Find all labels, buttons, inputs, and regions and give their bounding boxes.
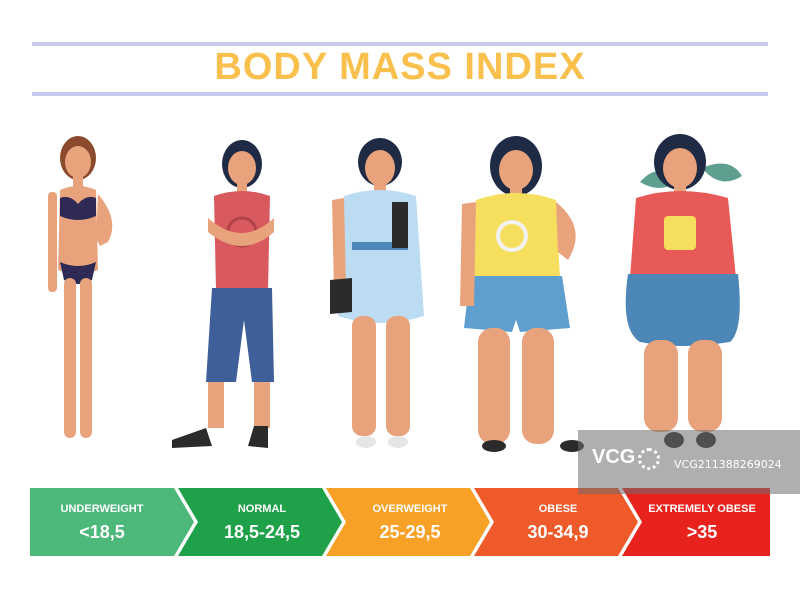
bmi-category-overweight: OVERWEIGHT 25-29,5 [326,488,490,556]
category-range: 18,5-24,5 [224,522,300,542]
category-range: 25-29,5 [379,522,440,542]
normal-woman-figure [172,140,274,448]
category-label: EXTREMELY OBESE [648,503,756,515]
category-label: OVERWEIGHT [373,503,448,515]
bmi-category-normal: NORMAL 18,5-24,5 [178,488,342,556]
category-arrow-shape [622,488,770,556]
watermark-id: VCG211388269024 [674,458,782,471]
top-rule [32,42,768,46]
category-arrow-shape [30,488,194,556]
category-label: NORMAL [238,503,287,515]
bmi-category-extremely-obese: EXTREMELY OBESE >35 [622,488,770,556]
category-arrow-shape [326,488,490,556]
page-title: BODY MASS INDEX [214,46,586,88]
watermark: VCG VCG211388269024 [578,430,800,494]
bottom-rule [32,92,768,96]
category-arrow-shape [474,488,638,556]
underweight-woman-figure [48,136,113,438]
category-range: >35 [687,522,718,542]
bmi-category-scale: UNDERWEIGHT <18,5 NORMAL 18,5-24,5 OVERWEIGH… [30,488,770,556]
figures-illustration [48,134,742,452]
overweight-woman-figure [330,138,424,448]
obese-woman-figure [460,136,584,452]
category-range: <18,5 [79,522,125,542]
bmi-category-underweight: UNDERWEIGHT <18,5 [30,488,194,556]
watermark-logo: VCG [592,446,636,468]
watermark-flower-icon [638,448,660,470]
bmi-category-obese: OBESE 30-34,9 [474,488,638,556]
extremely-obese-woman-figure [625,134,742,448]
category-range: 30-34,9 [527,522,588,542]
category-label: OBESE [539,503,578,515]
category-arrow-shape [178,488,342,556]
category-label: UNDERWEIGHT [61,503,144,515]
